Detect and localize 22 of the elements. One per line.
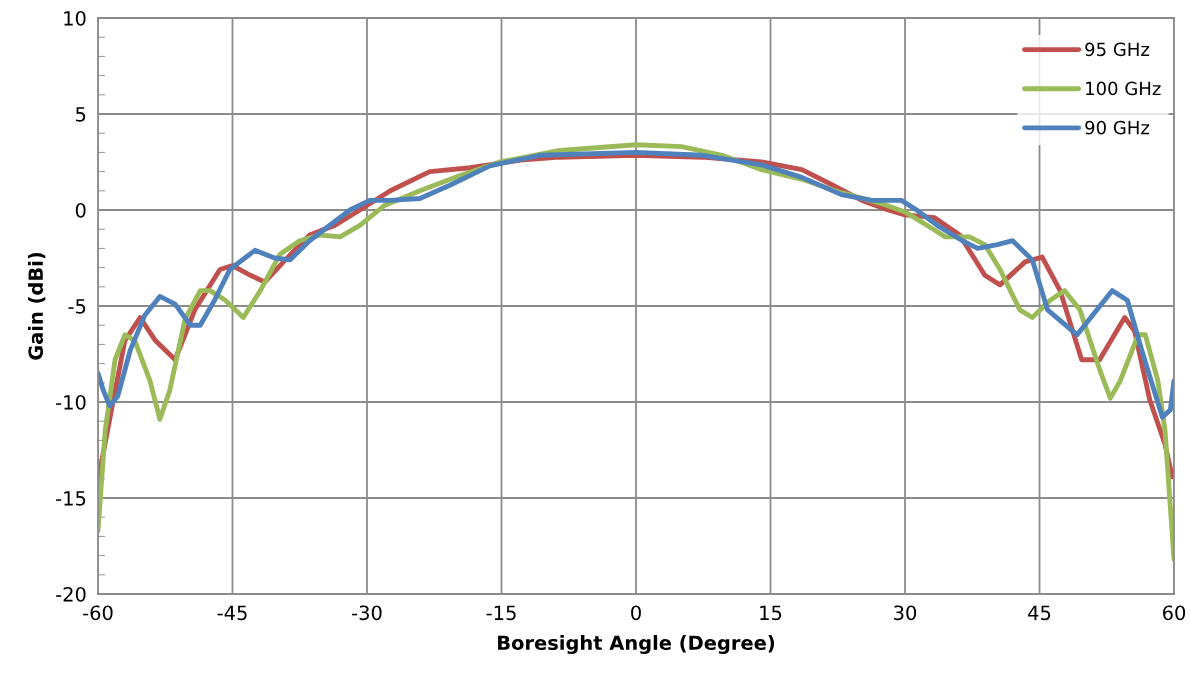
x-tick-label: -45 [217, 605, 247, 621]
x-axis-title: Boresight Angle (Degree) [498, 635, 775, 655]
legend-label: 90 GHz [1085, 120, 1150, 135]
legend-label: 100 GHz [1086, 81, 1161, 96]
x-tick-label: 0 [631, 605, 641, 621]
x-tick-label: -15 [486, 605, 516, 621]
x-tick-label: 45 [1028, 605, 1051, 621]
y-tick-label: 0 [75, 202, 86, 218]
y-tick-label: -5 [68, 299, 86, 314]
x-tick-label: 60 [1162, 605, 1186, 621]
y-tick-label: 10 [64, 10, 86, 26]
y-tick-label: 5 [76, 107, 86, 122]
x-tick-label: -60 [83, 605, 113, 621]
y-axis-title: Gain (dBi) [27, 252, 46, 360]
legend-label: 95 GHz [1085, 42, 1150, 57]
y-tick-label: -10 [56, 394, 86, 410]
line-series [98, 149, 1174, 420]
x-tick-label: 15 [760, 605, 782, 621]
x-tick-label: 30 [894, 605, 917, 621]
y-tick-label: -15 [56, 491, 86, 506]
x-tick-label: -30 [352, 605, 382, 621]
y-tick-label: -20 [56, 586, 86, 602]
